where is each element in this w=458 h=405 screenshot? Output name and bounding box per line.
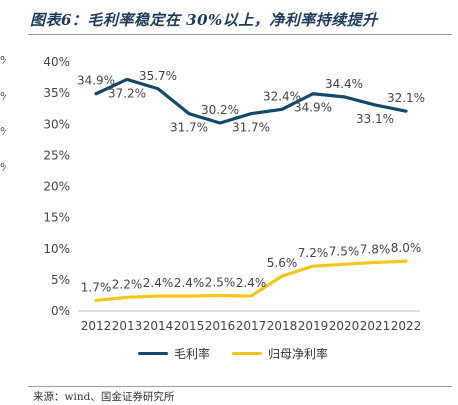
- gross-margin-data-label: 30.2%: [201, 103, 239, 117]
- net-margin-line: [94, 259, 408, 303]
- y-tick-label: 40%: [43, 55, 70, 69]
- y-tick-label: 20%: [43, 180, 70, 194]
- y-tick-label: 30%: [43, 117, 70, 131]
- chart-title: 图表6：毛利率稳定在 30%以上，净利率持续提升: [30, 11, 378, 29]
- y-tick-label: 10%: [43, 242, 70, 256]
- source-note: 来源：wind、国金证券研究所: [33, 391, 175, 403]
- gross-margin-data-label: 34.9%: [294, 101, 332, 115]
- gross-margin-data-label: 31.7%: [232, 121, 270, 135]
- gross-margin-data-label: 34.9%: [77, 74, 115, 88]
- y-tick-label: 0%: [51, 304, 70, 318]
- legend-label-gross-margin: 毛利率: [174, 347, 211, 361]
- net-margin-data-label: 1.7%: [81, 280, 112, 294]
- clipped-edge-text: %: [0, 54, 6, 67]
- x-tick-label: 2021: [360, 319, 391, 333]
- x-tick-label: 2022: [391, 319, 422, 333]
- gross-margin-data-label: 32.4%: [263, 89, 301, 103]
- net-margin-data-label: 5.6%: [267, 256, 298, 270]
- x-tick-label: 2012: [81, 319, 112, 333]
- x-tick-label: 2016: [205, 319, 236, 333]
- net-margin-data-label: 2.2%: [112, 277, 143, 291]
- gross-margin-data-label: 33.1%: [356, 112, 394, 126]
- net-margin-data-label: 7.5%: [329, 244, 360, 258]
- net-margin-data-label: 2.4%: [236, 276, 267, 290]
- gross-margin-line: [94, 77, 408, 125]
- x-tick-label: 2020: [329, 319, 360, 333]
- y-tick-label: 15%: [43, 211, 70, 225]
- legend-item-gross-margin: 毛利率: [138, 345, 210, 362]
- clipped-edge-text: %: [0, 161, 6, 174]
- gross-margin-data-label: 31.7%: [170, 121, 208, 135]
- x-tick-label: 2013: [112, 319, 143, 333]
- net-margin-data-label: 8.0%: [391, 241, 422, 255]
- gross-margin-data-label: 37.2%: [108, 86, 146, 100]
- legend-swatch-net-margin: [232, 352, 263, 355]
- y-tick-label: 35%: [43, 86, 70, 100]
- net-margin-data-label: 7.8%: [360, 242, 391, 256]
- legend-item-net-margin: 归母净利率: [232, 345, 328, 362]
- x-tick-label: 2017: [236, 319, 267, 333]
- x-tick-label: 2019: [298, 319, 329, 333]
- chart-legend: 毛利率 归母净利率: [138, 345, 328, 362]
- gross-margin-data-label: 32.1%: [387, 91, 425, 105]
- title-divider: [28, 34, 452, 35]
- net-margin-data-label: 2.5%: [205, 275, 236, 289]
- net-margin-data-label: 2.4%: [143, 276, 174, 290]
- gross-margin-data-label: 34.4%: [325, 77, 363, 91]
- x-tick-label: 2015: [174, 319, 205, 333]
- x-tick-label: 2014: [143, 319, 174, 333]
- gross-margin-data-label: 35.7%: [139, 69, 177, 83]
- legend-label-net-margin: 归母净利率: [268, 347, 329, 361]
- net-margin-data-label: 2.4%: [174, 276, 205, 290]
- y-tick-label: 25%: [43, 148, 70, 162]
- clipped-edge-text: %: [0, 90, 6, 103]
- clipped-edge-text: %: [0, 125, 6, 138]
- x-tick-label: 2018: [267, 319, 298, 333]
- net-margin-data-label: 7.2%: [298, 246, 329, 260]
- legend-swatch-gross-margin: [138, 352, 168, 355]
- y-tick-label: 5%: [51, 273, 70, 287]
- source-divider: [28, 386, 452, 387]
